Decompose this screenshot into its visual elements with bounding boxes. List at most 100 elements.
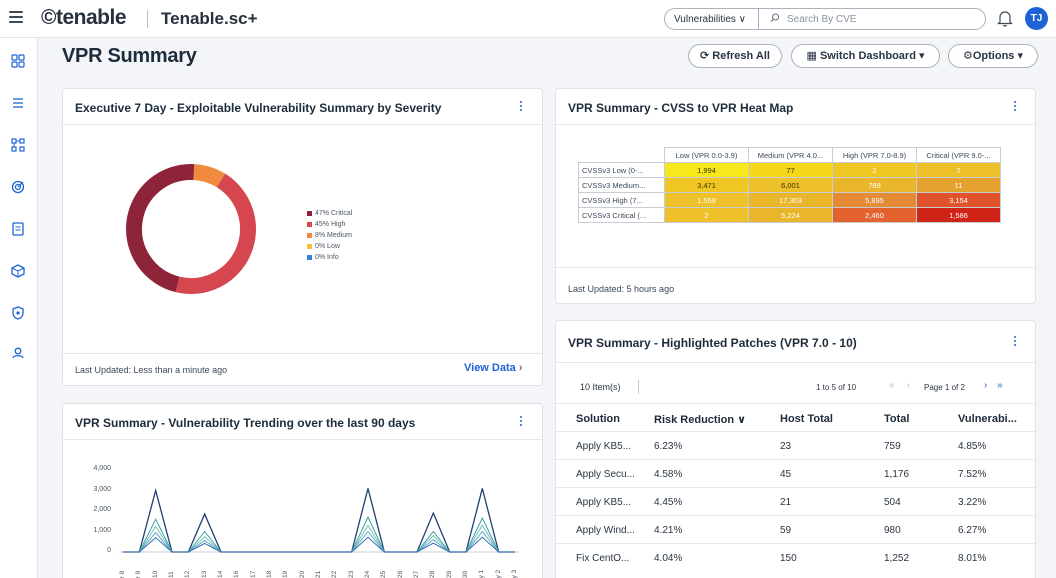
x-tick-label: ay 3 — [511, 569, 518, 578]
table-row[interactable]: Apply Wind... 4.21% 59 980 6.27% — [556, 515, 1036, 545]
sidebar-item-resources[interactable] — [9, 262, 27, 280]
heat-cell[interactable]: 3,154 — [916, 192, 1001, 208]
table-cell: Apply Secu... — [576, 469, 635, 480]
sidebar-item-reporting[interactable] — [9, 220, 27, 238]
table-row[interactable]: Fix CentO... 4.04% 150 1,252 8.01% — [556, 543, 1036, 573]
heat-cell[interactable]: 3,471 — [664, 177, 749, 193]
x-tick-label: pr 8 — [119, 570, 126, 578]
heat-cell[interactable]: 1,558 — [664, 192, 749, 208]
next-page-icon[interactable]: › — [984, 380, 988, 391]
heat-cell[interactable]: 1,994 — [664, 162, 749, 178]
trend-series-line[interactable] — [123, 487, 515, 553]
switch-dashboard-label: Switch Dashboard — [819, 50, 916, 62]
y-tick-label: 1,000 — [93, 526, 111, 534]
search-box[interactable] — [758, 8, 986, 30]
bell-icon[interactable] — [997, 9, 1013, 27]
page-title: VPR Summary — [62, 45, 197, 67]
trend-series-line[interactable] — [123, 536, 515, 553]
trend-kebab-icon[interactable] — [519, 416, 523, 428]
prev-page-icon[interactable]: ‹ — [907, 380, 911, 391]
table-row[interactable]: Apply Secu... 4.58% 45 1,176 7.52% — [556, 459, 1036, 489]
x-tick-label: r 22 — [331, 570, 339, 578]
sidebar-item-users[interactable] — [9, 344, 27, 362]
search-input[interactable] — [787, 12, 977, 26]
heat-cell[interactable]: 2,460 — [832, 207, 917, 223]
donut-slice-medium[interactable] — [193, 164, 226, 188]
logo-divider — [147, 10, 148, 28]
trend-series-line[interactable] — [123, 524, 515, 553]
heat-cell[interactable]: 11 — [916, 177, 1001, 193]
heat-cell[interactable]: 6,001 — [748, 177, 833, 193]
options-button[interactable]: ⚙Options ▾ — [948, 44, 1038, 68]
x-tick-label: r 17 — [249, 570, 257, 578]
page-indicator: Page 1 of 2 — [924, 383, 965, 392]
user-avatar[interactable]: TJ — [1025, 7, 1048, 30]
sidebar-item-scans[interactable] — [9, 178, 27, 196]
legend-item-high[interactable]: 45% High — [307, 221, 345, 228]
sidebar-item-analysis[interactable] — [9, 94, 27, 112]
heat-cell[interactable]: 17,303 — [748, 192, 833, 208]
table-row[interactable]: Apply KB5... 4.45% 21 504 3.22% — [556, 487, 1036, 517]
hamburger-icon[interactable] — [9, 11, 23, 23]
trend-series-line[interactable] — [123, 515, 515, 553]
sidebar-item-assets[interactable] — [9, 136, 27, 154]
table-cell: 21 — [780, 497, 792, 508]
heat-cell[interactable]: 1,586 — [916, 207, 1001, 223]
patches-column-header[interactable]: Risk Reduction ∨ — [654, 414, 747, 426]
patches-column-header[interactable]: Vulnerabi... — [958, 413, 1017, 425]
trend-series-line[interactable] — [123, 530, 515, 553]
x-tick-label: r 23 — [347, 570, 355, 578]
heat-row: CVSSv3 Medium... 3,471 6,001 789 11 — [578, 177, 1001, 193]
heat-cell[interactable]: 789 — [832, 177, 917, 193]
patches-column-header[interactable]: Host Total — [780, 413, 833, 425]
patches-column-header[interactable]: Solution — [576, 413, 620, 425]
view-data-link[interactable]: View Data › — [464, 362, 523, 374]
sidebar-item-dashboard[interactable] — [9, 52, 27, 70]
heat-last-updated: Last Updated: 5 hours ago — [568, 284, 675, 294]
exec-title-divider — [63, 124, 542, 125]
legend-item-medium[interactable]: 8% Medium — [307, 232, 352, 239]
legend-item-info[interactable]: 0% Info — [307, 254, 339, 261]
patches-kebab-icon[interactable] — [1013, 336, 1017, 348]
patches-column-header[interactable]: Total — [884, 413, 910, 425]
exec-footer-divider — [63, 353, 542, 354]
heat-kebab-icon[interactable] — [1013, 101, 1017, 113]
table-cell: Apply KB5... — [576, 497, 632, 508]
first-page-icon[interactable]: « — [889, 380, 895, 391]
heat-cell[interactable]: 77 — [748, 162, 833, 178]
table-cell: 504 — [884, 497, 901, 508]
table-row[interactable]: Apply KB5... 6.23% 23 759 4.85% — [556, 431, 1036, 461]
switch-dashboard-button[interactable]: ▦ Switch Dashboard ▾ — [791, 44, 940, 68]
dashboard-grid-icon: ▦ — [806, 50, 817, 62]
legend-item-critical[interactable]: 47% Critical — [307, 210, 352, 217]
sidebar-item-security[interactable] — [9, 304, 27, 322]
heat-title-divider — [556, 124, 1035, 125]
search-scope-select[interactable]: Vulnerabilities ∨ — [664, 8, 758, 30]
exec-kebab-icon[interactable] — [519, 101, 523, 113]
donut-slice-critical[interactable] — [126, 164, 195, 293]
heat-cell[interactable]: 2 — [832, 162, 917, 178]
x-tick-label: r 11 — [168, 571, 175, 578]
tenable-logo[interactable]: ©tenable — [41, 6, 127, 29]
trend-title-divider — [63, 439, 542, 440]
donut-slice-high[interactable] — [175, 173, 256, 294]
heat-cell[interactable]: 2 — [664, 207, 749, 223]
last-page-icon[interactable]: » — [997, 380, 1003, 391]
patches-panel: VPR Summary - Highlighted Patches (VPR 7… — [555, 320, 1036, 578]
table-cell: 3.22% — [958, 497, 987, 508]
trend-panel: VPR Summary - Vulnerability Trending ove… — [62, 403, 543, 578]
table-cell: Apply KB5... — [576, 441, 632, 452]
x-tick-label: r 10 — [151, 570, 159, 578]
table-cell: 4.04% — [654, 553, 683, 564]
patches-header-row: Solution Risk Reduction ∨ Host Total Total V… — [556, 403, 1036, 433]
legend-item-low[interactable]: 0% Low — [307, 243, 340, 250]
items-count: 10 Item(s) — [580, 382, 621, 392]
x-tick-label: r 14 — [217, 570, 224, 578]
options-label: Options — [972, 50, 1015, 62]
table-cell: 59 — [780, 525, 792, 536]
caret-down-icon: ▾ — [1017, 50, 1024, 62]
heat-cell[interactable]: 5,224 — [748, 207, 833, 223]
heat-cell[interactable]: 7 — [916, 162, 1001, 178]
heat-cell[interactable]: 5,895 — [832, 192, 917, 208]
refresh-all-button[interactable]: ⟳ Refresh All — [688, 44, 782, 68]
